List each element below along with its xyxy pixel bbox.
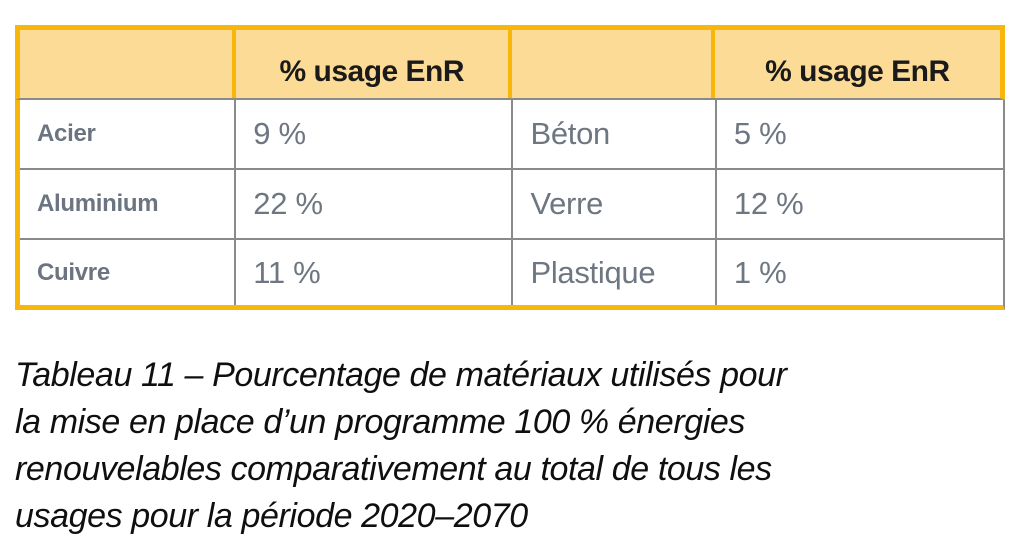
material-cell: Cuivre [20,240,237,305]
materials-enr-table: % usage EnR % usage EnR Acier 9 % Béton … [15,25,1005,310]
value-cell: 11 % [236,240,514,305]
material-label: Plastique [530,254,656,290]
caption-line: usages pour la période 2020–2070 [15,497,528,535]
material-label: Béton [530,116,610,151]
value-cell: 12 % [717,170,1003,238]
table-header-row: % usage EnR % usage EnR [15,25,1005,100]
header-cell-usage-enr-right: % usage EnR [765,55,950,88]
table-body: Acier 9 % Béton 5 % Aluminium 22 % [15,100,1005,310]
material-cell: Plastique [513,240,717,305]
material-value: 5 % [733,116,787,151]
material-cell: Verre [513,170,717,238]
material-value: 22 % [253,186,323,221]
caption-line: Tableau 11 – Pourcentage de matériaux ut… [15,356,787,394]
material-label: Aluminium [37,190,159,217]
header-cell-blank-left [20,30,236,98]
material-cell: Acier [20,100,237,168]
table-row: Acier 9 % Béton 5 % [20,100,1003,170]
value-cell: 1 % [717,240,1003,305]
caption-line: renouvelables comparativement au total d… [15,450,772,488]
table-caption: Tableau 11 – Pourcentage de matériaux ut… [15,352,1005,540]
value-cell: 5 % [717,100,1003,168]
material-cell: Aluminium [20,170,237,238]
header-cell-usage-enr-left: % usage EnR [236,30,512,98]
caption-line: la mise en place d’un programme 100 % én… [15,403,746,441]
material-label: Verre [530,186,604,221]
table-row: Aluminium 22 % Verre 12 % [20,170,1003,240]
material-label: Acier [37,120,96,147]
table-row: Cuivre 11 % Plastique 1 % [20,240,1003,305]
material-value: 1 % [733,254,787,290]
material-value: 11 % [253,254,321,290]
value-cell: 9 % [236,100,514,168]
material-value: 12 % [733,186,804,221]
header-cell-blank-right [512,30,715,98]
material-value: 9 % [253,116,306,151]
material-label: Cuivre [37,258,110,286]
material-cell: Béton [513,100,717,168]
value-cell: 22 % [236,170,514,238]
